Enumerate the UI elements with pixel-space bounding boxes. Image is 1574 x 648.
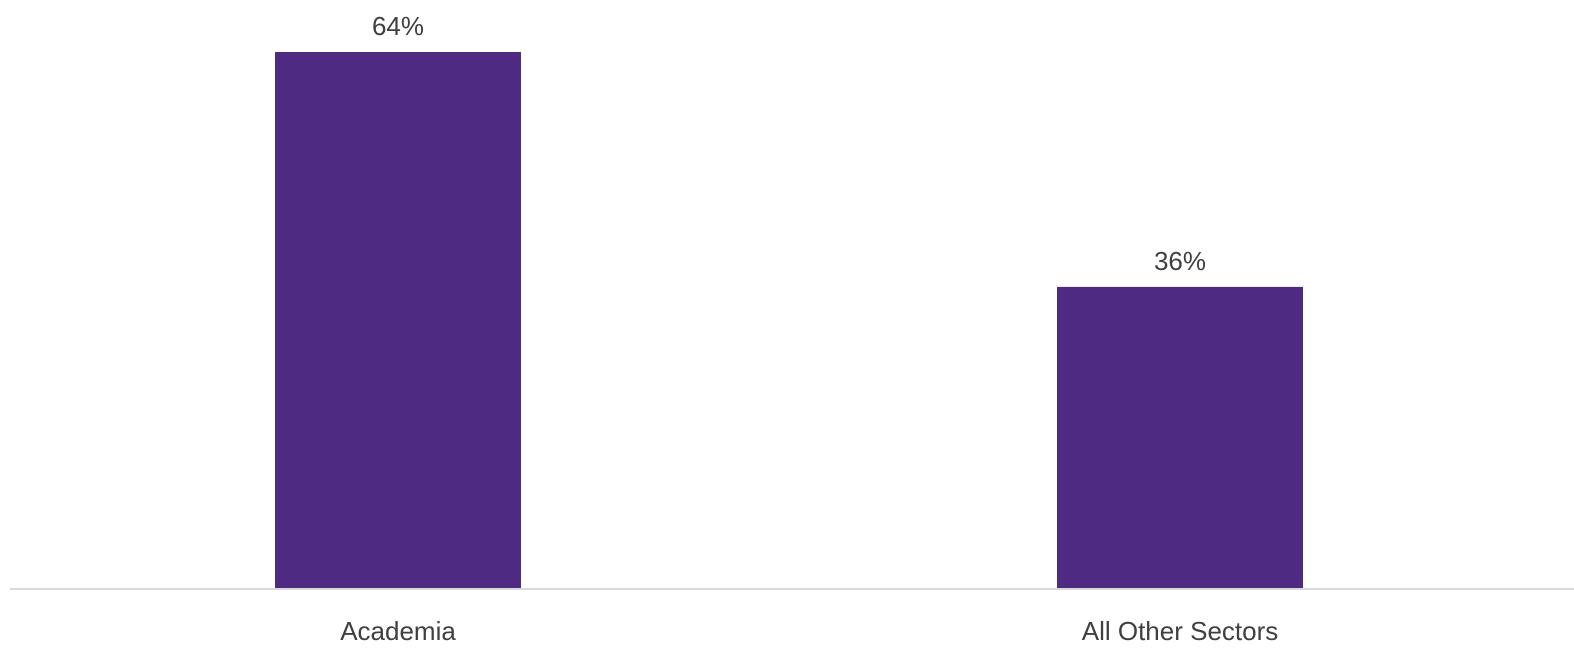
data-labels-group: 64% 36%: [372, 11, 1206, 276]
data-label-academia: 64%: [372, 11, 424, 41]
x-tick-labels-group: Academia All Other Sectors: [340, 616, 1278, 646]
x-tick-label-academia: Academia: [340, 616, 456, 646]
bar-all-other-sectors: [1057, 286, 1303, 589]
x-tick-label-all-other-sectors: All Other Sectors: [1082, 616, 1279, 646]
data-label-all-other-sectors: 36%: [1154, 246, 1206, 276]
bar-academia: [275, 52, 521, 589]
bars-group: [275, 52, 1303, 589]
